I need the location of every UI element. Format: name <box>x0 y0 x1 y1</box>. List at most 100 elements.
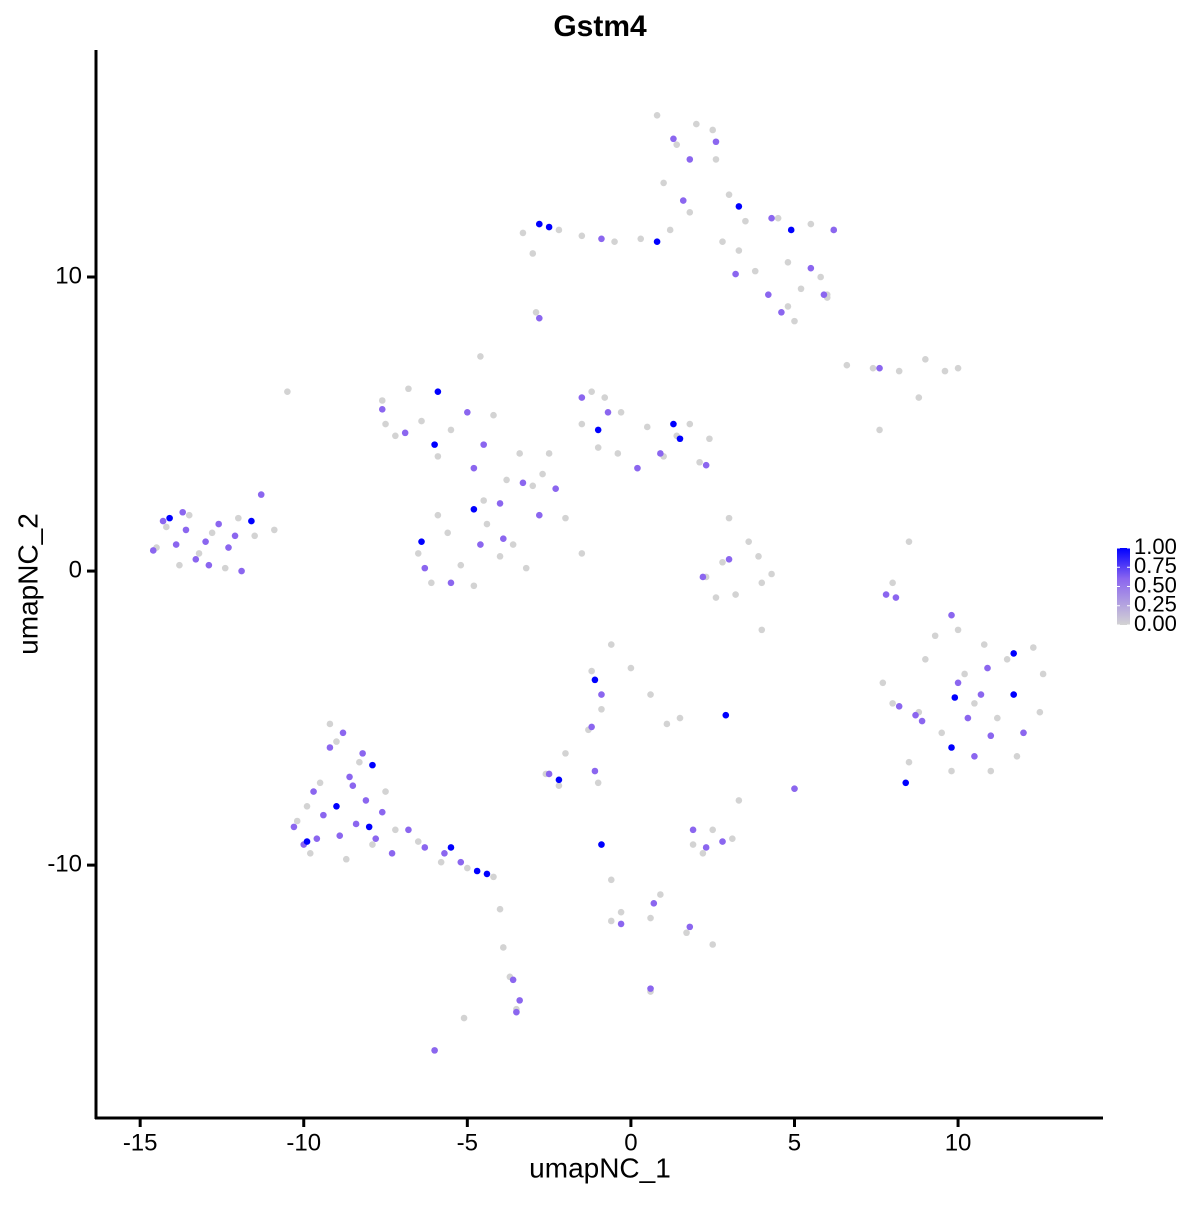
cell-point <box>562 514 569 522</box>
colorbar-label: 0.25 <box>1134 592 1177 617</box>
cell-point <box>176 561 183 569</box>
cell-point <box>751 267 759 275</box>
x-tick-label: -15 <box>123 1129 158 1156</box>
cell-point <box>954 364 962 372</box>
cell-point <box>954 679 962 687</box>
cell-point <box>895 703 903 710</box>
cell-point <box>248 517 255 525</box>
cell-point <box>820 291 828 298</box>
cell-point <box>758 626 766 634</box>
cell-point <box>192 555 200 563</box>
cell-point <box>647 914 654 922</box>
cell-point <box>604 408 612 416</box>
cell-point <box>509 541 517 548</box>
cell-point <box>689 826 697 834</box>
cell-point <box>702 844 710 851</box>
cell-point <box>555 782 563 790</box>
cell-point <box>251 532 258 540</box>
cell-point <box>650 900 658 907</box>
cell-point <box>594 426 602 434</box>
cell-point <box>938 729 946 737</box>
cell-point <box>686 420 694 428</box>
cell-point <box>352 820 360 828</box>
cell-point <box>503 476 510 484</box>
cell-point <box>876 426 883 434</box>
cell-point <box>414 838 422 845</box>
cell-point <box>290 823 298 831</box>
cell-point <box>519 229 527 237</box>
cell-point <box>388 850 396 857</box>
cell-point <box>392 826 399 834</box>
cell-point <box>418 538 425 545</box>
cell-point <box>326 744 334 751</box>
x-tick-label: -10 <box>286 1129 321 1156</box>
cell-point <box>490 873 497 881</box>
cell-point <box>709 126 716 134</box>
cell-point <box>915 394 923 401</box>
cell-point <box>470 582 478 590</box>
cell-point <box>333 803 340 810</box>
cell-point <box>598 235 605 243</box>
cell-point <box>172 541 180 548</box>
cell-point <box>709 826 716 834</box>
cell-point <box>496 553 504 560</box>
cell-point <box>418 417 425 425</box>
cell-point <box>725 191 733 198</box>
cell-point <box>663 720 671 728</box>
cell-point <box>545 223 553 231</box>
cell-point <box>447 579 455 587</box>
cell-point <box>735 797 743 804</box>
cell-point <box>365 823 373 831</box>
cell-point <box>719 238 726 246</box>
cell-point <box>588 388 595 395</box>
cell-point <box>578 232 586 240</box>
cell-point <box>552 485 559 493</box>
cell-point <box>807 220 815 228</box>
cell-point <box>905 538 913 545</box>
cell-point <box>627 664 635 672</box>
cell-point <box>480 441 487 448</box>
cell-point <box>657 450 664 457</box>
cell-point <box>483 520 491 528</box>
cell-point <box>702 461 710 469</box>
cell-point <box>912 711 919 719</box>
cell-point <box>797 285 805 293</box>
cell-point <box>421 844 429 851</box>
cell-point <box>670 420 677 428</box>
cell-point <box>431 1047 438 1054</box>
cell-point <box>765 291 772 298</box>
cell-point <box>235 514 242 522</box>
cell-point <box>346 773 353 781</box>
cell-point <box>1030 644 1037 651</box>
cell-point <box>421 564 429 572</box>
cell-point <box>954 626 962 634</box>
cell-point <box>447 426 455 434</box>
cell-point <box>784 259 792 266</box>
cell-point <box>382 788 389 795</box>
cell-point <box>673 141 681 148</box>
cell-point <box>895 367 903 375</box>
cell-point <box>464 408 471 416</box>
colorbar-label: 0.00 <box>1134 611 1177 636</box>
cell-point <box>179 508 186 516</box>
cell-point <box>545 770 553 778</box>
cell-point <box>876 364 883 372</box>
cell-point <box>653 111 661 119</box>
cell-point <box>817 273 824 281</box>
cell-point <box>447 844 455 851</box>
cell-point <box>555 226 563 234</box>
cell-point <box>922 356 929 363</box>
cell-point <box>522 564 530 572</box>
cell-point <box>712 594 720 601</box>
cell-point <box>405 826 412 834</box>
cell-point <box>477 353 484 360</box>
cell-point <box>598 705 605 713</box>
cell-point <box>208 529 216 537</box>
y-tick-label: 10 <box>55 262 82 289</box>
cell-point <box>791 317 798 325</box>
cell-point <box>725 514 733 522</box>
cell-point <box>729 835 736 842</box>
cell-point <box>1010 650 1017 657</box>
cell-point <box>1036 708 1044 716</box>
